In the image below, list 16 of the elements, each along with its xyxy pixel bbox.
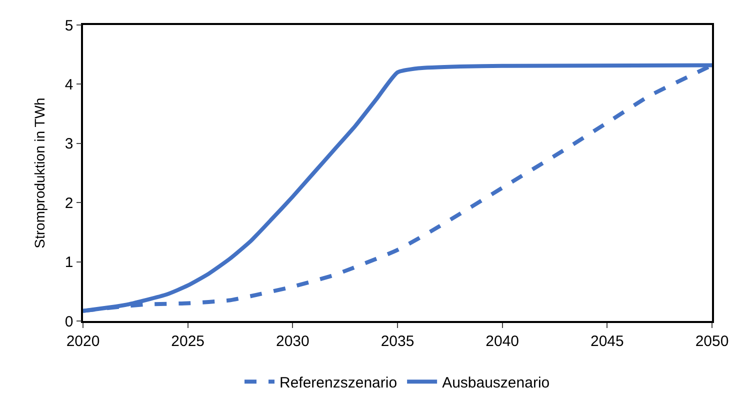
y-tick-label: 0	[64, 313, 74, 330]
legend-label: Ausbauszenario	[442, 374, 550, 392]
legend-label: Referenzszenario	[280, 374, 398, 392]
x-tick-label: 2020	[66, 332, 100, 350]
y-axis-title: Stromproduktion in TWh	[32, 98, 48, 248]
x-tick-label: 2025	[171, 332, 205, 350]
y-tick-label: 5	[64, 17, 74, 34]
x-tick-label: 2030	[276, 332, 310, 350]
x-tick-label: 2050	[695, 332, 729, 350]
y-tick-label: 4	[64, 76, 74, 94]
x-tick-label: 2040	[486, 332, 520, 350]
y-tick-label: 2	[64, 194, 74, 212]
y-tick-label: 3	[64, 136, 74, 153]
x-tick-label: 2045	[590, 332, 624, 350]
y-tick-label: 1	[64, 254, 74, 272]
x-tick-label: 2035	[380, 332, 414, 350]
